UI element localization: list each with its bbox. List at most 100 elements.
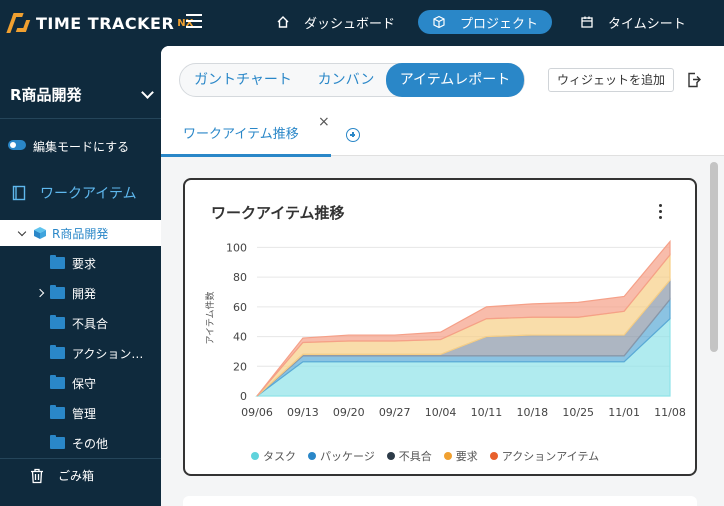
x-tick-label: 11/08	[654, 406, 686, 419]
y-axis-label: アイテム件数	[204, 291, 216, 344]
chart-legend: タスク パッケージ 不具合 要求 アクションアイテム	[251, 448, 611, 464]
folder-icon	[50, 315, 65, 329]
legend-label: 要求	[455, 450, 478, 463]
logo-mark-icon	[6, 12, 31, 34]
report-tab[interactable]: ワークアイテム推移 ×	[161, 114, 331, 157]
nav-dashboard-label: ダッシュボード	[304, 16, 396, 32]
folder-item[interactable]: 保守	[0, 368, 161, 398]
logo-text: TIME TRACKER	[36, 13, 175, 33]
legend-label: タスク	[263, 450, 296, 463]
legend-label: パッケージ	[320, 450, 375, 463]
folder-item[interactable]: その他	[0, 428, 161, 458]
folder-icon	[50, 255, 65, 269]
trash-icon	[31, 468, 43, 483]
x-tick-label: 10/11	[471, 406, 503, 419]
add-tab-icon[interactable]	[346, 128, 360, 142]
x-tick-label: 11/01	[608, 406, 640, 419]
edit-mode-toggle[interactable]	[8, 140, 26, 150]
sidebar-divider	[0, 458, 161, 459]
legend-item[interactable]: 要求	[443, 448, 478, 464]
area-chart: 0 20 40 60 80 100 アイテム件数 09/06 09/13 09/20 09/27 10…	[204, 239, 686, 419]
folder-item[interactable]: 要求	[0, 248, 161, 278]
folder-icon	[50, 345, 65, 359]
nav-project[interactable]: プロジェクト	[418, 10, 553, 34]
logo-suffix: NX	[177, 17, 194, 29]
project-title[interactable]: R商品開発	[10, 86, 82, 104]
folder-label: 不具合	[72, 316, 109, 331]
main-header: ガントチャート カンバン アイテムレポート ウィジェットを追加 ワークアイテム推…	[161, 46, 724, 157]
folder-item[interactable]: アクション…	[0, 338, 161, 368]
legend-swatch	[308, 452, 316, 460]
x-tick-label: 09/20	[333, 406, 365, 419]
scrollbar[interactable]	[710, 162, 718, 352]
widget-card: ワークアイテム推移 0 20 40 60 80 100 アイテム件数 09/06 09/13 09…	[183, 178, 697, 476]
legend-item[interactable]: パッケージ	[308, 448, 375, 464]
chevron-right-icon[interactable]	[35, 288, 45, 298]
y-tick-label: 80	[233, 271, 247, 284]
legend-item[interactable]: アクションアイテム	[489, 448, 600, 464]
tree-root-item[interactable]: R商品開発	[0, 220, 161, 246]
trash-label: ごみ箱	[58, 469, 95, 483]
folder-label: 管理	[72, 406, 97, 421]
tab-gantt-chart[interactable]: ガントチャート	[194, 72, 292, 88]
top-bar: TIME TRACKER NX ダッシュボード プロジェクト タイムシート	[0, 0, 724, 46]
legend-swatch	[386, 452, 395, 460]
nav-timesheet[interactable]: タイムシート	[580, 10, 686, 34]
folder-label: 要求	[72, 256, 97, 271]
more-vertical-icon[interactable]	[659, 204, 663, 222]
legend-item[interactable]: タスク	[251, 448, 296, 464]
main-content: ガントチャート カンバン アイテムレポート ウィジェットを追加 ワークアイテム推…	[161, 46, 724, 506]
tab-item-report[interactable]: アイテムレポート	[386, 63, 524, 97]
sidebar-section-work-items[interactable]: ワークアイテム	[12, 183, 137, 203]
edit-mode-label: 編集モードにする	[33, 140, 130, 154]
export-icon[interactable]	[687, 72, 701, 88]
chevron-down-icon[interactable]	[141, 86, 154, 99]
legend-label: 不具合	[398, 450, 432, 463]
nav-project-label: プロジェクト	[460, 16, 539, 32]
sidebar: R商品開発 編集モードにする ワークアイテム R商品開発 要求 開発 不具合 ア…	[0, 46, 161, 506]
tree-root-label: R商品開発	[52, 226, 109, 241]
x-tick-label: 09/27	[379, 406, 411, 419]
folder-icon	[50, 375, 65, 389]
y-tick-label: 60	[233, 301, 247, 314]
x-tick-label: 10/18	[516, 406, 548, 419]
tab-kanban[interactable]: カンバン	[317, 72, 375, 88]
chevron-down-icon[interactable]	[17, 227, 27, 236]
nav-timesheet-label: タイムシート	[608, 16, 686, 32]
folder-icon	[50, 285, 65, 299]
sidebar-divider	[0, 118, 161, 119]
cube-icon	[34, 227, 46, 239]
legend-swatch	[251, 452, 259, 460]
tab-underline	[161, 154, 331, 157]
legend-item[interactable]: 不具合	[386, 448, 432, 464]
x-tick-label: 09/06	[241, 406, 273, 419]
legend-swatch	[443, 452, 452, 460]
x-tick-label: 10/25	[562, 406, 594, 419]
folder-label: 開発	[72, 286, 97, 301]
folder-item[interactable]: 管理	[0, 398, 161, 428]
app-logo[interactable]: TIME TRACKER NX	[6, 12, 194, 34]
hamburger-menu-icon[interactable]	[186, 14, 202, 28]
folder-icon	[50, 435, 65, 449]
calendar-icon	[581, 16, 593, 28]
sidebar-section-label: ワークアイテム	[40, 186, 137, 202]
legend-label: アクションアイテム	[501, 450, 600, 463]
x-tick-label: 10/04	[425, 406, 457, 419]
y-tick-label: 20	[233, 360, 247, 373]
area-series	[256, 239, 671, 397]
cube-icon	[433, 15, 445, 29]
sidebar-item-trash[interactable]: ごみ箱	[30, 467, 94, 484]
folder-icon	[50, 405, 65, 419]
close-icon[interactable]: ×	[318, 114, 330, 130]
x-tick-label: 09/13	[287, 406, 319, 419]
nav-dashboard[interactable]: ダッシュボード	[276, 10, 395, 34]
add-widget-button[interactable]: ウィジェットを追加	[548, 68, 674, 92]
folder-item[interactable]: 開発	[0, 278, 161, 308]
folder-label: 保守	[72, 376, 97, 391]
widget-card-partial	[183, 496, 697, 506]
folder-item[interactable]: 不具合	[0, 308, 161, 338]
y-tick-label: 0	[240, 390, 247, 403]
view-switcher: ガントチャート カンバン アイテムレポート	[179, 63, 525, 97]
document-icon	[12, 185, 26, 201]
folder-label: その他	[72, 436, 109, 451]
